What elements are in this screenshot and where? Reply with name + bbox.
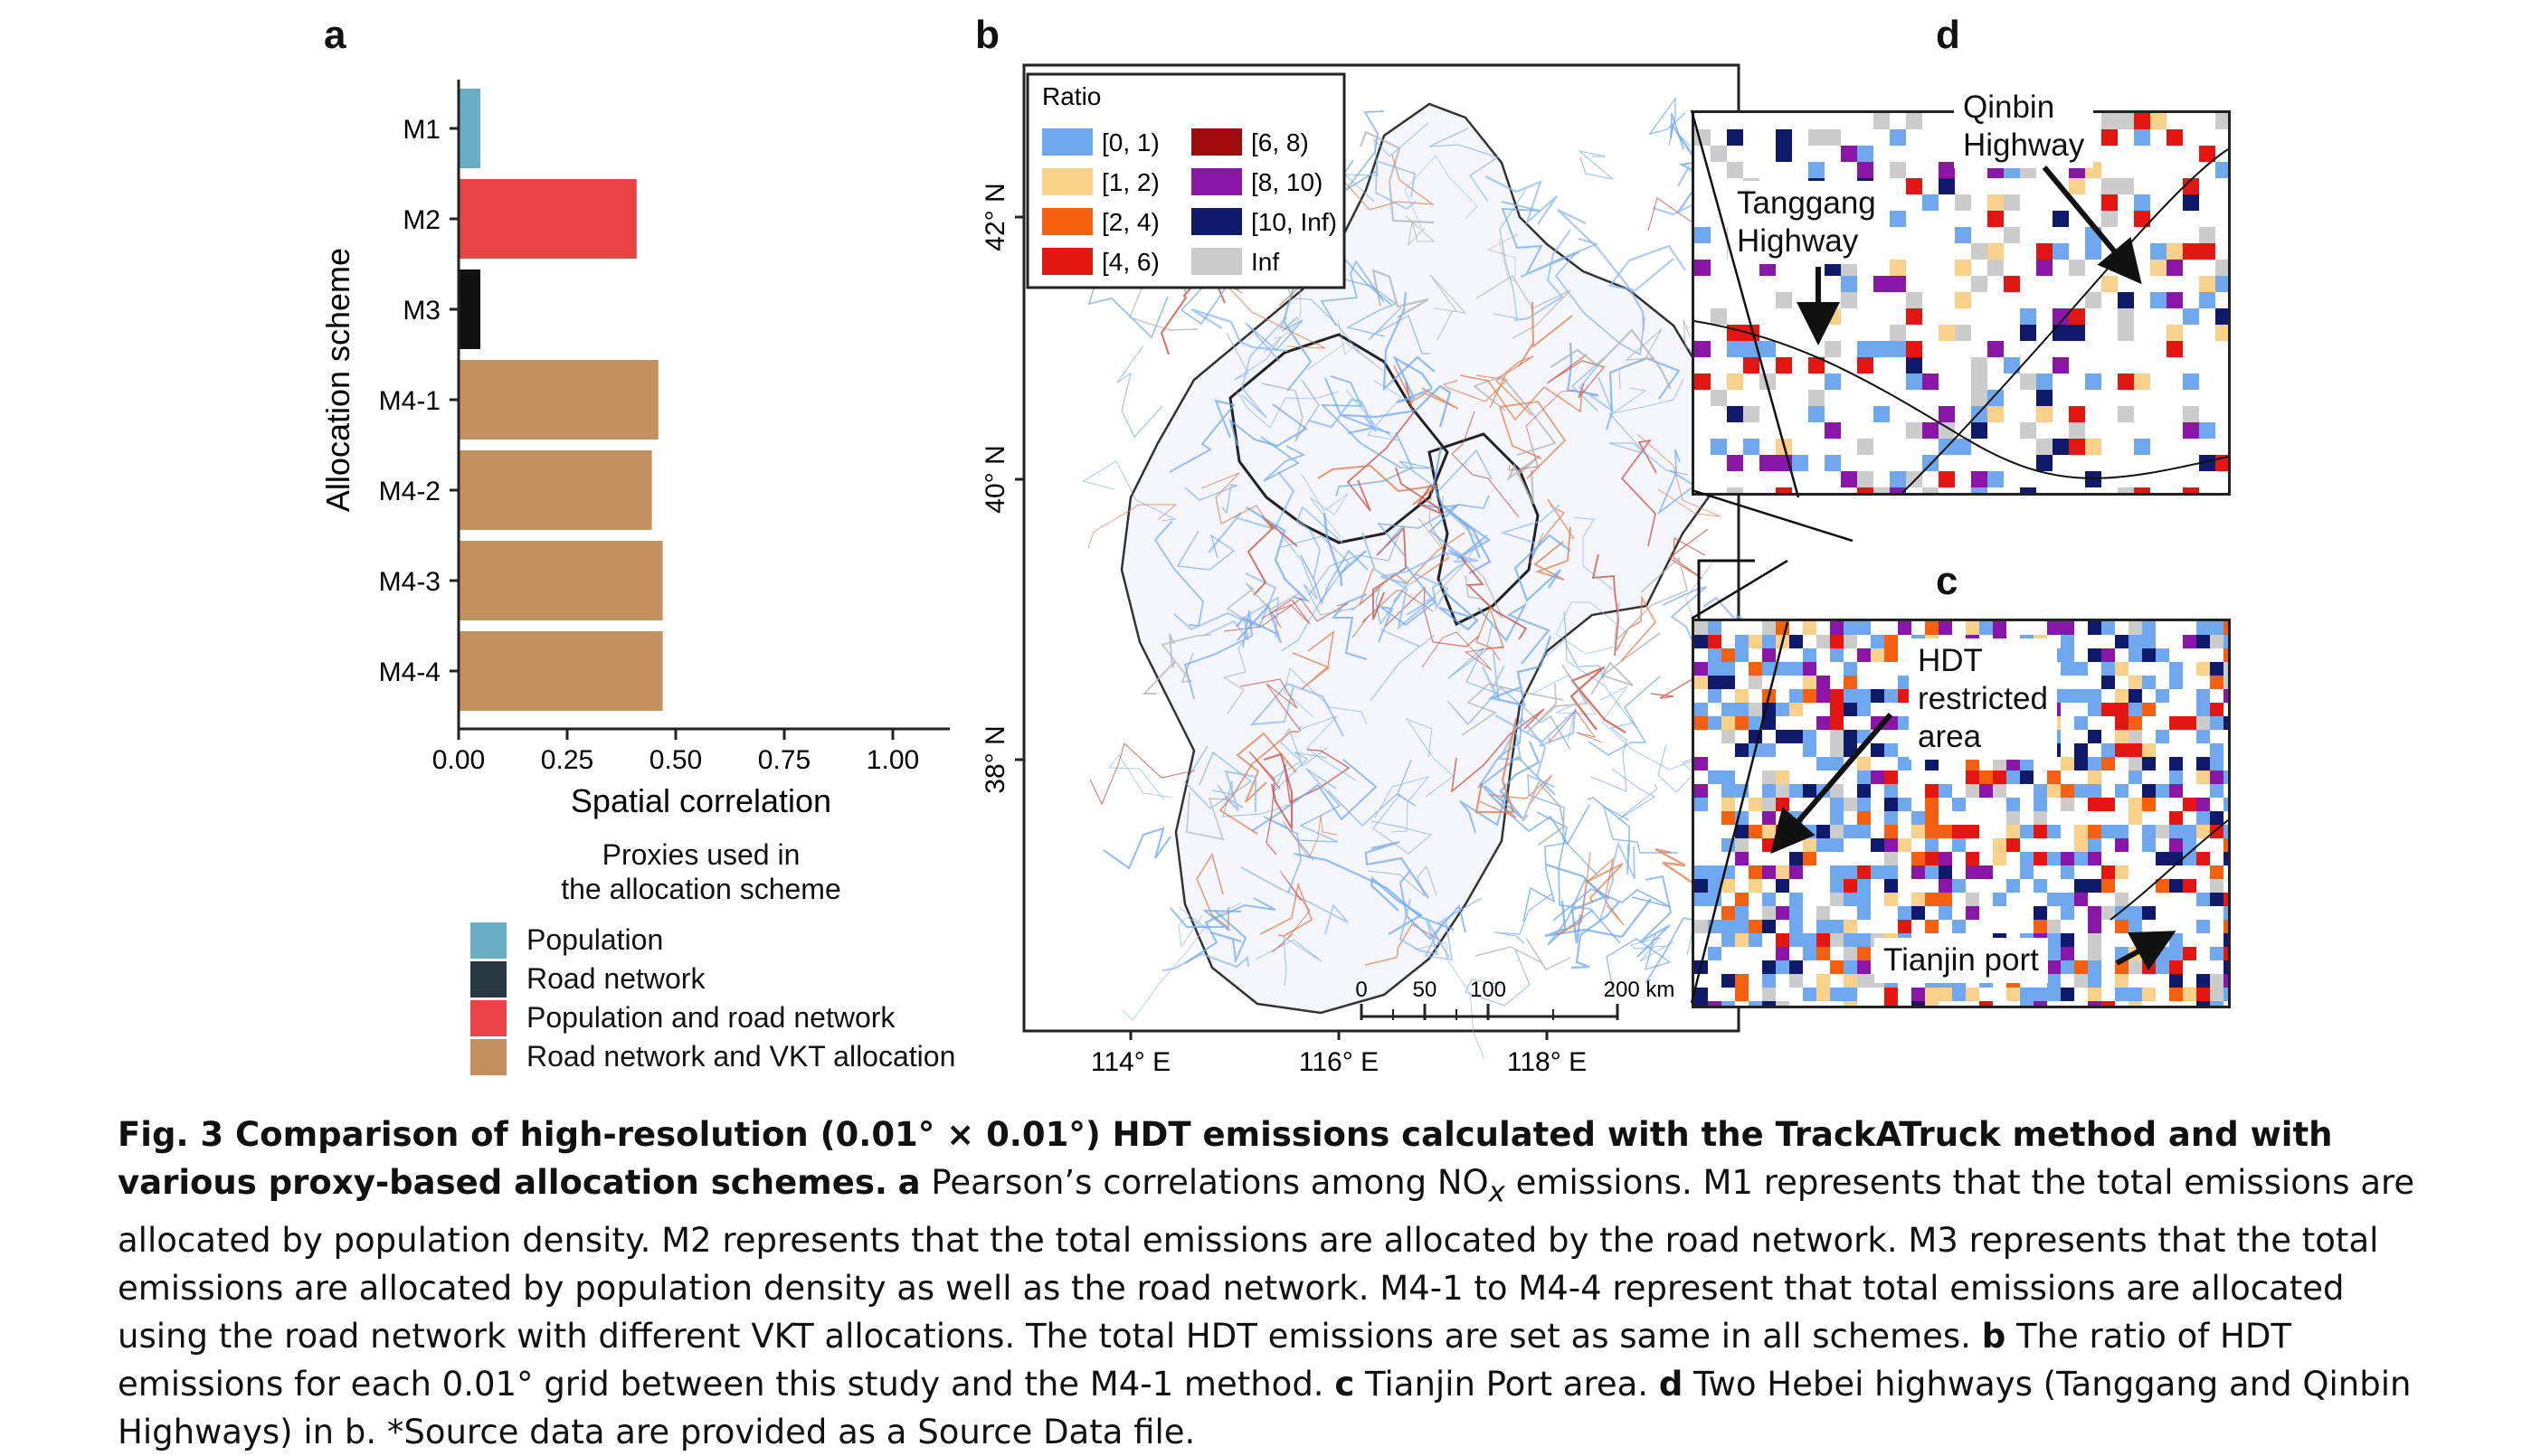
panel-label-b: b — [975, 13, 1000, 57]
map-legend-swatch — [1191, 128, 1242, 156]
scale-label-100: 100 — [1470, 978, 1506, 1002]
scale-bar: 0 50 100 200 km — [1355, 978, 1674, 1020]
map-legend-label: [8, 10) — [1251, 168, 1323, 196]
map-legend-swatch — [1042, 168, 1093, 195]
caption-a-label: a — [897, 1163, 921, 1202]
panel-label-c: c — [1936, 559, 1958, 603]
scale-label-50: 50 — [1413, 978, 1437, 1002]
map-legend-swatch — [1191, 248, 1242, 275]
lon-label-118: 118° E — [1507, 1047, 1587, 1077]
lat-label-42: 42° N — [981, 183, 1010, 251]
bar-m1 — [459, 89, 480, 168]
x-tick-label: 0.75 — [758, 745, 811, 775]
category-label-m2: M2 — [403, 205, 441, 235]
caption-a-sub: x — [1488, 1176, 1505, 1209]
emission-ratio-map: N 42° N 40° N 38° N 114° E 116° E 118° E… — [981, 63, 1755, 1077]
legend-label: Road network — [526, 962, 706, 995]
restricted-line-3: area — [1918, 719, 1982, 754]
panel-label-d: d — [1936, 13, 1960, 57]
map-legend-label: [0, 1) — [1102, 128, 1160, 156]
restricted-line-1: HDT — [1918, 643, 1983, 678]
legend-swatch — [470, 922, 507, 959]
map-legend-swatch — [1042, 128, 1093, 156]
tanggang-line-1: Tanggang — [1737, 185, 1876, 221]
category-label-m4-2: M4-2 — [379, 477, 441, 506]
figure-caption: Fig. 3 Comparison of high-resolution (0.… — [118, 1111, 2433, 1456]
lon-label-114: 114° E — [1091, 1047, 1171, 1077]
legend-item: Road network — [470, 960, 955, 998]
beijing-boundary — [1228, 333, 1449, 544]
restricted-line-2: restricted — [1918, 681, 2048, 716]
chart-legend: Population Road network Population and roa… — [470, 921, 955, 1076]
map-legend-swatch — [1042, 248, 1093, 275]
qinbin-line-1: Qinbin — [1963, 90, 2055, 125]
tianjin-port-label: Tianjin port — [1874, 938, 2048, 983]
bar-m4-4 — [459, 631, 663, 711]
x-tick-label: 1.00 — [867, 745, 919, 775]
inset-d-map — [1694, 113, 2228, 493]
bar-m4-1 — [459, 360, 659, 440]
map-legend-swatch — [1191, 208, 1242, 235]
caption-c-text: Tianjin Port area. — [1365, 1365, 1649, 1404]
qinbin-line-2: Highway — [1963, 128, 2085, 163]
panel-label-a: a — [324, 13, 346, 57]
scale-label-200: 200 km — [1604, 978, 1675, 1002]
bar-m3 — [459, 269, 480, 349]
legend-label: Population and road network — [526, 1001, 896, 1034]
caption-a-text-2: emissions. M1 represents that the total … — [118, 1163, 2415, 1357]
caption-b-label: b — [1981, 1317, 2006, 1357]
caption-d-label: d — [1658, 1365, 1683, 1404]
region-outline — [1120, 102, 1739, 1015]
bar-m4-2 — [459, 450, 652, 530]
x-tick-label: 0.25 — [541, 745, 593, 775]
legend-item: Road network and VKT allocation — [470, 1037, 955, 1076]
tianjin-boundary — [1427, 432, 1540, 627]
map-legend-label: [2, 4) — [1102, 208, 1160, 236]
caption-title: Fig. 3 Comparison of high-resolution (0.… — [118, 1115, 2333, 1202]
legend-label: Population — [526, 923, 664, 956]
legend-title-line-2: the allocation scheme — [561, 873, 841, 905]
qinbin-highway-label: Qinbin Highway — [1954, 85, 2094, 168]
legend-item: Population and road network — [470, 998, 955, 1037]
category-label-m3: M3 — [403, 296, 441, 326]
y-axis-label: Allocation scheme — [319, 248, 356, 512]
bar-chart: Allocation scheme M1 M2 M3 M4-1 M4-2 M4-3 M4-4… — [319, 80, 950, 819]
x-tick-label: 0.00 — [432, 745, 485, 775]
tanggang-highway-label: Tanggang Highway — [1728, 181, 1885, 264]
bar-m2 — [459, 179, 637, 259]
legend-swatch — [470, 999, 507, 1036]
map-legend-label: [1, 2) — [1102, 168, 1160, 196]
map-legend-title: Ratio — [1042, 82, 1101, 110]
category-label-m1: M1 — [403, 115, 441, 145]
tanggang-line-2: Highway — [1737, 223, 1859, 259]
map-legend-label: [4, 6) — [1102, 248, 1160, 276]
legend-swatch — [470, 1038, 507, 1075]
map-legend-label: [6, 8) — [1251, 128, 1309, 156]
category-label-m4-3: M4-3 — [379, 567, 441, 597]
category-label-m4-1: M4-1 — [379, 386, 441, 416]
legend-title: Proxies used in the allocation scheme — [457, 837, 945, 906]
category-label-m4-4: M4-4 — [379, 657, 441, 687]
lat-label-38: 38° N — [981, 725, 1010, 793]
bar-m4-3 — [459, 541, 663, 620]
scale-label-0: 0 — [1355, 978, 1367, 1002]
x-tick-label: 0.50 — [649, 745, 702, 775]
caption-c-label: c — [1334, 1365, 1355, 1404]
legend-swatch — [470, 960, 507, 997]
map-legend-swatch — [1191, 168, 1242, 195]
lat-label-40: 40° N — [981, 445, 1010, 513]
legend-item: Population — [470, 921, 955, 960]
map-legend-label: [10, Inf) — [1251, 208, 1337, 236]
caption-a-text-1: Pearson’s correlations among NO — [931, 1163, 1489, 1202]
lon-label-116: 116° E — [1299, 1047, 1379, 1077]
legend-label: Road network and VKT allocation — [526, 1040, 956, 1073]
x-axis-label: Spatial correlation — [571, 782, 831, 819]
legend-title-line-1: Proxies used in — [602, 838, 801, 871]
map-legend-swatch — [1042, 208, 1093, 235]
map-legend-label: Inf — [1251, 248, 1279, 276]
caption-b-text: The ratio of HDT emissions for each 0.01… — [118, 1317, 2291, 1404]
restricted-area-label: HDT restricted area — [1909, 638, 2057, 760]
